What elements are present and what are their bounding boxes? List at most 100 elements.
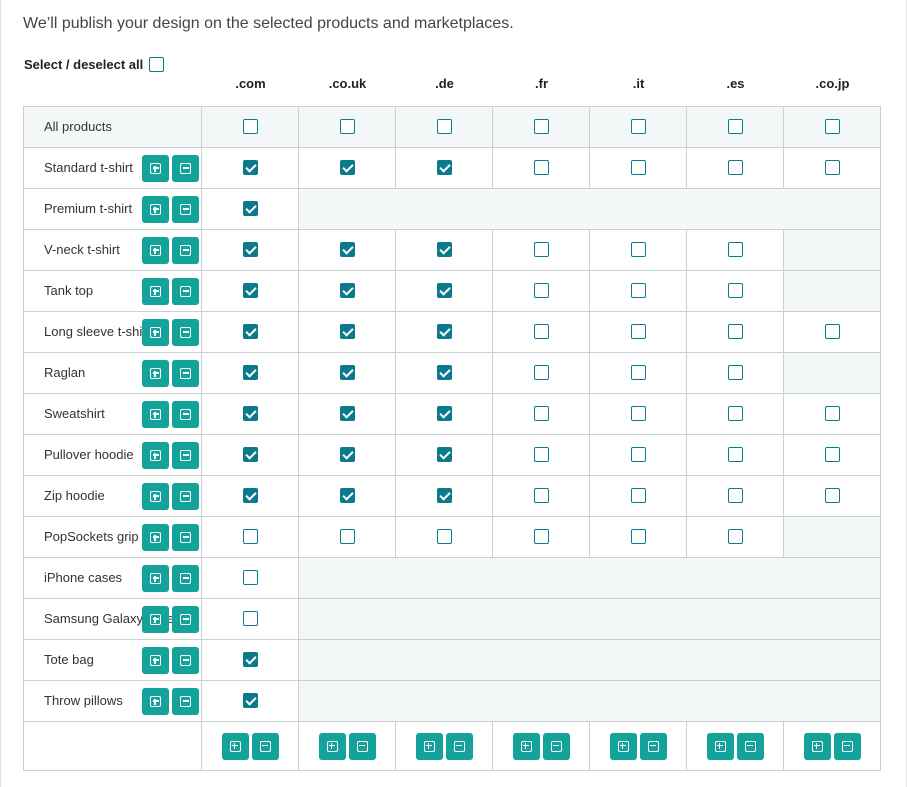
column-deselect-all-button[interactable] bbox=[736, 732, 764, 760]
product-marketplace-checkbox[interactable] bbox=[242, 570, 258, 586]
row-deselect-all-button[interactable] bbox=[172, 278, 199, 305]
product-marketplace-checkbox[interactable] bbox=[533, 447, 549, 463]
product-marketplace-checkbox[interactable] bbox=[339, 529, 355, 545]
product-marketplace-checkbox[interactable] bbox=[824, 406, 840, 422]
column-deselect-all-button[interactable] bbox=[542, 732, 570, 760]
row-deselect-all-button[interactable] bbox=[172, 524, 199, 551]
product-marketplace-checkbox[interactable] bbox=[630, 529, 646, 545]
product-marketplace-checkbox[interactable] bbox=[727, 242, 743, 258]
all-products-checkbox[interactable] bbox=[436, 119, 452, 135]
row-deselect-all-button[interactable] bbox=[172, 647, 199, 674]
all-products-checkbox[interactable] bbox=[533, 119, 549, 135]
product-marketplace-checkbox[interactable] bbox=[242, 365, 258, 381]
column-deselect-all-button[interactable] bbox=[445, 732, 473, 760]
all-products-checkbox[interactable] bbox=[824, 119, 840, 135]
product-marketplace-checkbox[interactable] bbox=[533, 365, 549, 381]
column-deselect-all-button[interactable] bbox=[251, 732, 279, 760]
product-marketplace-checkbox[interactable] bbox=[727, 283, 743, 299]
product-marketplace-checkbox[interactable] bbox=[533, 488, 549, 504]
all-products-checkbox[interactable] bbox=[630, 119, 646, 135]
product-marketplace-checkbox[interactable] bbox=[242, 488, 258, 504]
product-marketplace-checkbox[interactable] bbox=[242, 242, 258, 258]
row-select-all-button[interactable] bbox=[142, 401, 169, 428]
column-select-all-button[interactable] bbox=[318, 732, 346, 760]
row-deselect-all-button[interactable] bbox=[172, 401, 199, 428]
column-select-all-button[interactable] bbox=[221, 732, 249, 760]
product-marketplace-checkbox[interactable] bbox=[339, 488, 355, 504]
product-marketplace-checkbox[interactable] bbox=[242, 283, 258, 299]
column-deselect-all-button[interactable] bbox=[833, 732, 861, 760]
product-marketplace-checkbox[interactable] bbox=[242, 611, 258, 627]
column-select-all-button[interactable] bbox=[609, 732, 637, 760]
product-marketplace-checkbox[interactable] bbox=[242, 201, 258, 217]
product-marketplace-checkbox[interactable] bbox=[436, 242, 452, 258]
column-deselect-all-button[interactable] bbox=[348, 732, 376, 760]
product-marketplace-checkbox[interactable] bbox=[533, 529, 549, 545]
product-marketplace-checkbox[interactable] bbox=[630, 242, 646, 258]
row-deselect-all-button[interactable] bbox=[172, 237, 199, 264]
product-marketplace-checkbox[interactable] bbox=[242, 693, 258, 709]
row-deselect-all-button[interactable] bbox=[172, 442, 199, 469]
product-marketplace-checkbox[interactable] bbox=[727, 324, 743, 340]
product-marketplace-checkbox[interactable] bbox=[824, 160, 840, 176]
row-deselect-all-button[interactable] bbox=[172, 155, 199, 182]
product-marketplace-checkbox[interactable] bbox=[630, 160, 646, 176]
product-marketplace-checkbox[interactable] bbox=[339, 406, 355, 422]
product-marketplace-checkbox[interactable] bbox=[242, 406, 258, 422]
row-select-all-button[interactable] bbox=[142, 319, 169, 346]
product-marketplace-checkbox[interactable] bbox=[533, 324, 549, 340]
row-select-all-button[interactable] bbox=[142, 647, 169, 674]
all-products-checkbox[interactable] bbox=[727, 119, 743, 135]
product-marketplace-checkbox[interactable] bbox=[242, 447, 258, 463]
product-marketplace-checkbox[interactable] bbox=[533, 160, 549, 176]
product-marketplace-checkbox[interactable] bbox=[242, 160, 258, 176]
row-select-all-button[interactable] bbox=[142, 155, 169, 182]
column-deselect-all-button[interactable] bbox=[639, 732, 667, 760]
product-marketplace-checkbox[interactable] bbox=[436, 160, 452, 176]
product-marketplace-checkbox[interactable] bbox=[533, 242, 549, 258]
product-marketplace-checkbox[interactable] bbox=[630, 447, 646, 463]
product-marketplace-checkbox[interactable] bbox=[533, 283, 549, 299]
product-marketplace-checkbox[interactable] bbox=[630, 283, 646, 299]
product-marketplace-checkbox[interactable] bbox=[242, 324, 258, 340]
product-marketplace-checkbox[interactable] bbox=[339, 160, 355, 176]
product-marketplace-checkbox[interactable] bbox=[727, 160, 743, 176]
row-select-all-button[interactable] bbox=[142, 483, 169, 510]
row-deselect-all-button[interactable] bbox=[172, 360, 199, 387]
row-select-all-button[interactable] bbox=[142, 565, 169, 592]
product-marketplace-checkbox[interactable] bbox=[339, 242, 355, 258]
row-deselect-all-button[interactable] bbox=[172, 565, 199, 592]
select-all-checkbox[interactable] bbox=[149, 57, 165, 72]
product-marketplace-checkbox[interactable] bbox=[727, 488, 743, 504]
product-marketplace-checkbox[interactable] bbox=[824, 324, 840, 340]
product-marketplace-checkbox[interactable] bbox=[339, 283, 355, 299]
product-marketplace-checkbox[interactable] bbox=[436, 365, 452, 381]
product-marketplace-checkbox[interactable] bbox=[339, 324, 355, 340]
product-marketplace-checkbox[interactable] bbox=[339, 365, 355, 381]
row-select-all-button[interactable] bbox=[142, 360, 169, 387]
row-select-all-button[interactable] bbox=[142, 196, 169, 223]
row-deselect-all-button[interactable] bbox=[172, 688, 199, 715]
product-marketplace-checkbox[interactable] bbox=[339, 447, 355, 463]
all-products-checkbox[interactable] bbox=[242, 119, 258, 135]
product-marketplace-checkbox[interactable] bbox=[436, 529, 452, 545]
row-select-all-button[interactable] bbox=[142, 442, 169, 469]
row-select-all-button[interactable] bbox=[142, 688, 169, 715]
row-select-all-button[interactable] bbox=[142, 237, 169, 264]
product-marketplace-checkbox[interactable] bbox=[436, 447, 452, 463]
all-products-checkbox[interactable] bbox=[339, 119, 355, 135]
product-marketplace-checkbox[interactable] bbox=[824, 488, 840, 504]
product-marketplace-checkbox[interactable] bbox=[436, 406, 452, 422]
product-marketplace-checkbox[interactable] bbox=[242, 652, 258, 668]
product-marketplace-checkbox[interactable] bbox=[630, 365, 646, 381]
column-select-all-button[interactable] bbox=[706, 732, 734, 760]
product-marketplace-checkbox[interactable] bbox=[533, 406, 549, 422]
row-select-all-button[interactable] bbox=[142, 524, 169, 551]
product-marketplace-checkbox[interactable] bbox=[630, 406, 646, 422]
product-marketplace-checkbox[interactable] bbox=[436, 488, 452, 504]
row-select-all-button[interactable] bbox=[142, 606, 169, 633]
product-marketplace-checkbox[interactable] bbox=[436, 283, 452, 299]
row-deselect-all-button[interactable] bbox=[172, 196, 199, 223]
row-deselect-all-button[interactable] bbox=[172, 319, 199, 346]
product-marketplace-checkbox[interactable] bbox=[727, 406, 743, 422]
